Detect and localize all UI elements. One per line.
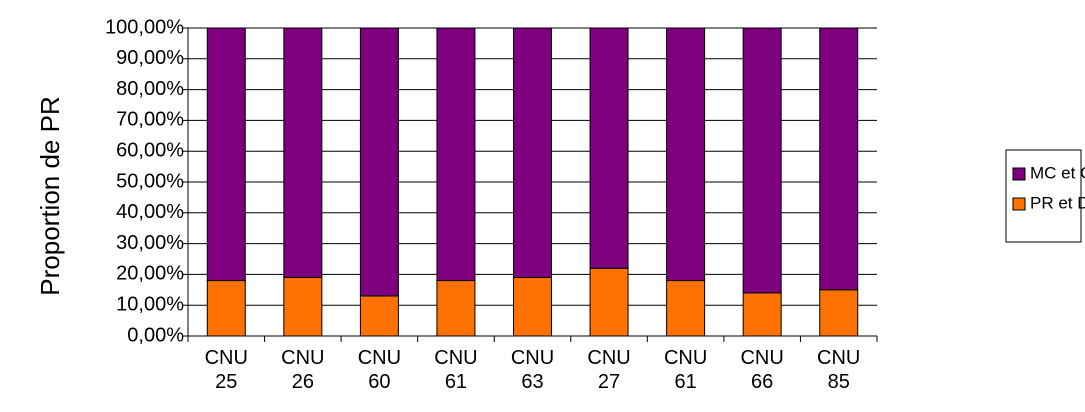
bar-segment [206,27,246,282]
y-tick-label: 70,00% [116,109,184,131]
bar-segment [359,27,399,297]
x-tick-label: CNU 61 [664,347,707,393]
legend-label: MC et CR F [1030,163,1085,182]
axes [183,27,878,342]
bar-segment [819,27,859,291]
bar-segment [436,280,476,337]
legend-frame [1005,149,1082,243]
y-tick-label: 100,00% [105,16,184,38]
x-tick-label: CNU 63 [511,347,554,393]
y-axis-label: Proportion de PR [35,96,65,295]
bar-segment [513,276,552,337]
y-tick-label: 10,00% [116,293,184,315]
legend: MC et CR F PR et DR F [1005,149,1085,243]
y-tick-labels: 0,00% 10,00% 20,00% 30,00% 40,00% 50,00% 60,00… [105,16,184,346]
bar-segment [206,280,246,337]
bar-segment [589,267,629,337]
y-tick-label: 0,00% [127,324,184,346]
bar-segment [819,289,859,337]
bar-segment [589,27,629,269]
legend-swatch [1012,167,1026,181]
y-tick-label: 50,00% [116,170,184,192]
legend-swatch [1012,197,1026,211]
bar-segment [742,292,782,337]
bar-segment [436,27,476,282]
legend-label: PR et DR F [1030,193,1085,212]
y-tick-label: 20,00% [116,263,184,285]
bar-segment [513,27,552,278]
bar-segment [666,280,706,337]
x-tick-labels: CNU 25 CNU 26 CNU 60 CNU 61 CNU 63 CNU 27 CNU 61 CNU 66… [205,347,861,393]
bars [206,27,859,337]
x-tick-label: CNU 27 [587,347,630,393]
y-tick-label: 90,00% [116,47,184,69]
x-tick-label: CNU 61 [434,347,477,393]
bar-segment [283,27,323,278]
x-tick-label: CNU 25 [205,347,248,393]
bar-segment [359,295,399,337]
y-tick-label: 30,00% [116,232,184,254]
bar-segment [283,276,323,337]
x-tick-label: CNU 60 [358,347,401,393]
x-tick-label: CNU 85 [817,347,860,393]
y-tick-label: 40,00% [116,201,184,223]
x-tick-label: CNU 66 [740,347,783,393]
y-tick-label: 80,00% [116,78,184,100]
bar-segment [666,27,706,282]
y-tick-label: 60,00% [116,139,184,161]
bar-segment [742,27,782,294]
x-tick-label: CNU 26 [281,347,324,393]
